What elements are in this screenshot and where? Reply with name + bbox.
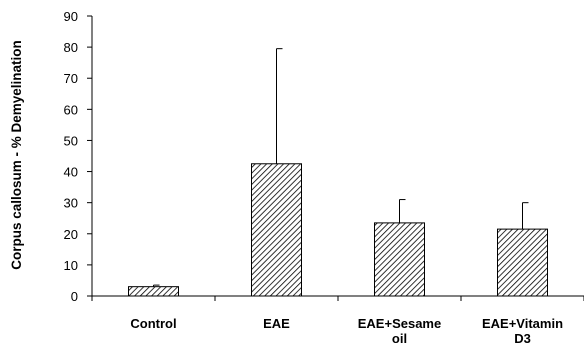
x-category-label: Control bbox=[130, 316, 176, 331]
y-tick-label: 10 bbox=[64, 258, 78, 273]
y-tick-label: 70 bbox=[64, 71, 78, 86]
y-tick-label: 60 bbox=[64, 102, 78, 117]
x-category-label: oil bbox=[392, 331, 407, 344]
y-tick-label: 20 bbox=[64, 227, 78, 242]
x-category-label: EAE+Sesame bbox=[358, 316, 441, 331]
bar bbox=[128, 286, 179, 297]
labels-group: 0 10 20 30 40 50 60 70 80 90 Control EAE EAE+Sesameo… bbox=[64, 9, 564, 344]
bar bbox=[251, 163, 302, 297]
bar bbox=[374, 222, 425, 297]
y-tick-label: 0 bbox=[71, 289, 78, 304]
y-tick-label: 90 bbox=[64, 9, 78, 24]
y-tick-label: 30 bbox=[64, 196, 78, 211]
bars-group bbox=[128, 48, 548, 297]
y-tick-label: 40 bbox=[64, 165, 78, 180]
x-category-label: EAE bbox=[263, 316, 290, 331]
x-category-label: D3 bbox=[514, 331, 531, 344]
y-tick-label: 50 bbox=[64, 133, 78, 148]
y-axis-label: Corpus callosum - % Demyelination bbox=[9, 40, 24, 270]
y-tick-label: 80 bbox=[64, 40, 78, 55]
x-category-label: EAE+Vitamin bbox=[482, 316, 563, 331]
bar bbox=[497, 228, 548, 297]
